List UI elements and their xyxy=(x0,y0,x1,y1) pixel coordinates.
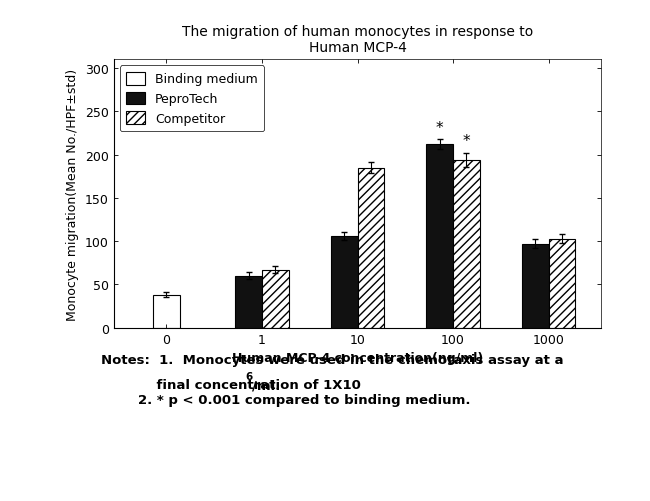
Bar xyxy=(549,239,575,328)
Bar xyxy=(331,236,358,328)
Text: final concentration of 1X10: final concentration of 1X10 xyxy=(101,378,361,391)
Bar xyxy=(358,168,384,328)
Bar xyxy=(426,145,453,328)
Text: *: * xyxy=(436,120,443,135)
Bar xyxy=(522,244,549,328)
Bar xyxy=(262,270,289,328)
Text: 2. * p < 0.001 compared to binding medium.: 2. * p < 0.001 compared to binding mediu… xyxy=(101,393,470,406)
Bar xyxy=(453,160,480,328)
Text: Notes:  1.  Monocytes were used in the chemotaxis assay at a: Notes: 1. Monocytes were used in the che… xyxy=(101,353,564,366)
Bar xyxy=(235,276,262,328)
X-axis label: Human MCP-4 concentration(ng/ml): Human MCP-4 concentration(ng/ml) xyxy=(232,352,483,365)
Text: *: * xyxy=(463,134,471,149)
Text: /ml.: /ml. xyxy=(252,378,280,391)
Legend: Binding medium, PeproTech, Competitor: Binding medium, PeproTech, Competitor xyxy=(120,66,264,132)
Bar xyxy=(153,295,179,328)
Text: 6: 6 xyxy=(245,372,252,382)
Title: The migration of human monocytes in response to
Human MCP-4: The migration of human monocytes in resp… xyxy=(182,25,533,55)
Y-axis label: Monocyte migration(Mean No./HPF±std): Monocyte migration(Mean No./HPF±std) xyxy=(66,68,79,320)
